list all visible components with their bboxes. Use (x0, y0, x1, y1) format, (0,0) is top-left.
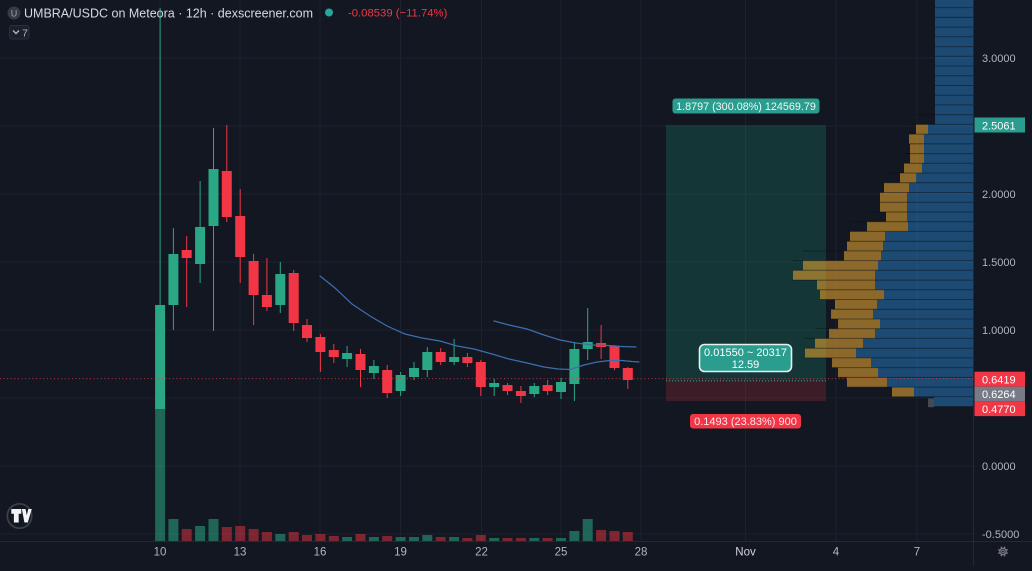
svg-text:0.0000: 0.0000 (982, 461, 1016, 473)
svg-text:4: 4 (833, 547, 840, 559)
svg-text:-0.5000: -0.5000 (982, 529, 1019, 541)
svg-text:3.0000: 3.0000 (982, 53, 1016, 65)
svg-text:7: 7 (22, 28, 28, 40)
svg-text:7: 7 (914, 547, 920, 559)
svg-text:2.0000: 2.0000 (982, 189, 1016, 201)
svg-text:0.4770: 0.4770 (982, 404, 1016, 416)
svg-text:22: 22 (475, 547, 488, 559)
svg-text:1.5000: 1.5000 (982, 257, 1016, 269)
svg-text:0.01550 ~ 20317: 0.01550 ~ 20317 (704, 347, 787, 359)
svg-text:28: 28 (635, 547, 648, 559)
svg-text:16: 16 (314, 547, 327, 559)
svg-text:0.1493 (23.83%) 900: 0.1493 (23.83%) 900 (694, 416, 797, 428)
svg-text:UMBRA/USDC on Meteora · 12h ·: UMBRA/USDC on Meteora · 12h · dexscreene… (24, 7, 313, 21)
svg-text:0.6419: 0.6419 (982, 375, 1016, 387)
svg-text:25: 25 (555, 547, 568, 559)
svg-text:-0.08539 (−11.74%): -0.08539 (−11.74%) (348, 8, 448, 20)
svg-text:U: U (11, 9, 18, 19)
svg-text:1.0000: 1.0000 (982, 325, 1016, 337)
svg-text:10: 10 (154, 547, 167, 559)
svg-text:0.6264: 0.6264 (982, 389, 1016, 401)
svg-text:13: 13 (234, 547, 247, 559)
svg-text:2.5061: 2.5061 (982, 121, 1016, 133)
svg-text:Nov: Nov (735, 547, 756, 559)
svg-text:1.8797 (300.08%) 124569.79: 1.8797 (300.08%) 124569.79 (676, 101, 816, 113)
svg-text:19: 19 (394, 547, 407, 559)
svg-text:12.59: 12.59 (732, 359, 760, 371)
